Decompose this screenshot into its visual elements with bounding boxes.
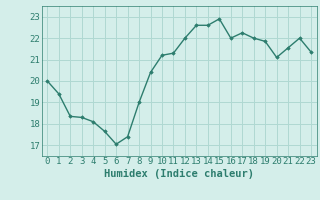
- X-axis label: Humidex (Indice chaleur): Humidex (Indice chaleur): [104, 169, 254, 179]
